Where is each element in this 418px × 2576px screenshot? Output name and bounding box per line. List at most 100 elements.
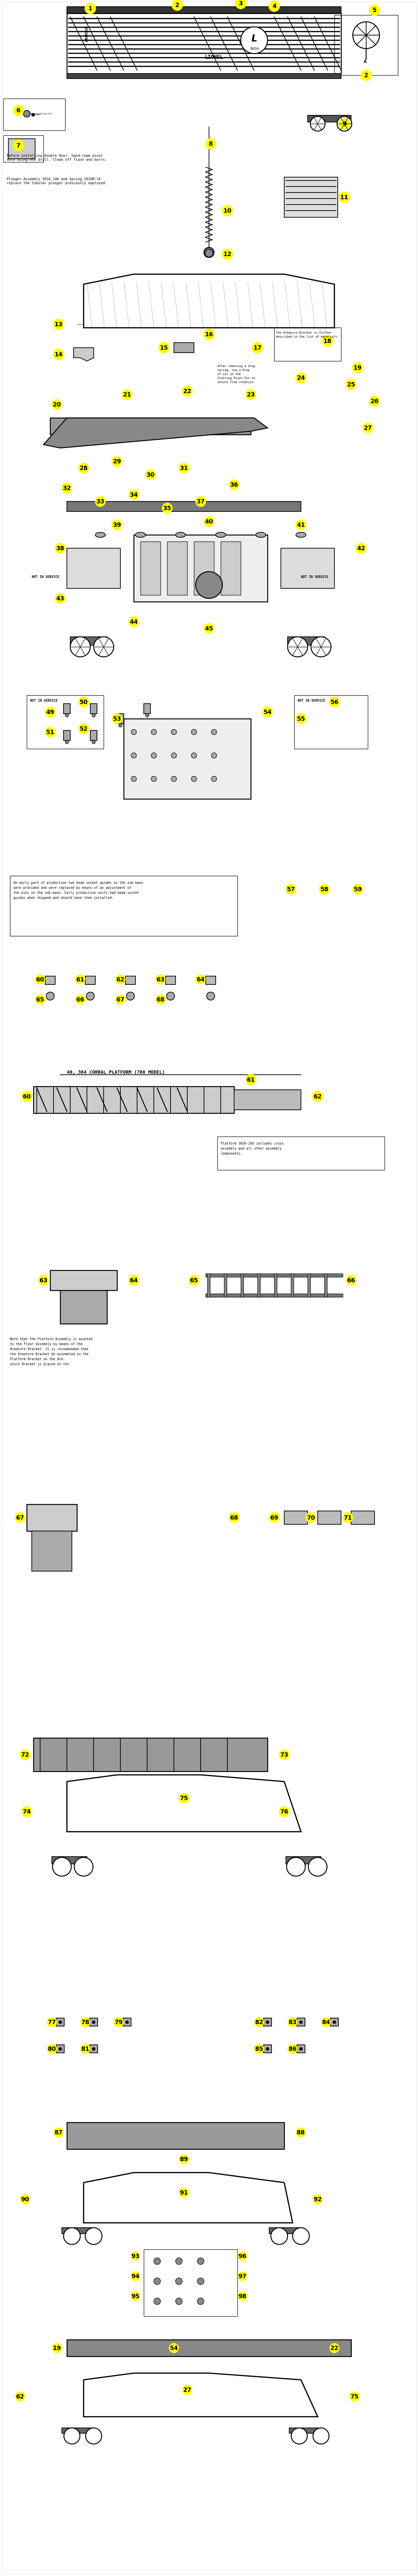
Circle shape	[176, 2277, 182, 2285]
Text: 80: 80	[48, 2045, 56, 2053]
Circle shape	[116, 994, 125, 1005]
Circle shape	[131, 752, 136, 757]
Circle shape	[191, 775, 196, 781]
Circle shape	[114, 2017, 123, 2027]
Text: 57: 57	[287, 886, 295, 891]
Text: 12: 12	[223, 252, 232, 258]
Circle shape	[15, 1512, 25, 1522]
Circle shape	[47, 2017, 56, 2027]
Bar	[241, 1273, 243, 1298]
Circle shape	[321, 2017, 331, 2027]
Text: 72: 72	[21, 1752, 29, 1757]
Circle shape	[343, 1512, 353, 1522]
Circle shape	[197, 2298, 204, 2306]
Circle shape	[15, 2393, 25, 2401]
Text: 86: 86	[288, 2045, 297, 2053]
Circle shape	[310, 116, 325, 131]
Circle shape	[131, 2272, 140, 2280]
Bar	[67, 502, 301, 513]
Text: 52: 52	[79, 726, 88, 732]
Text: 70: 70	[307, 1515, 315, 1520]
Bar	[67, 8, 341, 13]
Circle shape	[269, 1512, 279, 1522]
Circle shape	[229, 1512, 239, 1522]
Ellipse shape	[95, 533, 105, 538]
Circle shape	[222, 206, 233, 216]
Text: 25: 25	[347, 381, 355, 389]
Circle shape	[79, 698, 89, 708]
Circle shape	[179, 2154, 189, 2164]
Text: ature Bracket is placed on the: ature Bracket is placed on the	[10, 1363, 69, 1365]
Circle shape	[296, 374, 306, 384]
Bar	[206, 1273, 343, 1278]
Bar	[62, 2429, 94, 2434]
Circle shape	[47, 2045, 56, 2053]
Text: ●──: ●──	[31, 111, 41, 116]
Circle shape	[308, 1857, 327, 1875]
Text: Slotting Pivot Pin to: Slotting Pivot Pin to	[217, 376, 255, 379]
Bar	[3, 137, 43, 162]
Text: 53: 53	[113, 716, 121, 721]
Circle shape	[339, 118, 350, 129]
Text: 38: 38	[56, 546, 64, 551]
Circle shape	[197, 2257, 204, 2264]
Circle shape	[46, 992, 54, 999]
Text: 84: 84	[322, 2020, 330, 2025]
Circle shape	[85, 3, 96, 13]
Circle shape	[20, 1749, 30, 1759]
Circle shape	[154, 2277, 161, 2285]
Text: 30: 30	[146, 471, 155, 479]
Text: 68: 68	[230, 1515, 238, 1520]
Text: 42: 42	[357, 546, 365, 551]
Circle shape	[346, 379, 356, 389]
Text: 33: 33	[96, 500, 104, 505]
Text: Before installing Double Door, hand-ream pivot: Before installing Double Door, hand-ream…	[7, 155, 103, 157]
Text: 91: 91	[180, 2190, 188, 2195]
Circle shape	[162, 502, 172, 513]
Ellipse shape	[196, 572, 222, 598]
Text: 79: 79	[115, 2020, 123, 2025]
Bar	[351, 1512, 375, 1525]
Text: 62: 62	[116, 976, 125, 981]
Text: 18: 18	[324, 337, 332, 345]
Circle shape	[313, 2429, 329, 2445]
Text: 87: 87	[54, 2130, 63, 2136]
Text: 50: 50	[79, 698, 88, 706]
Bar	[56, 2045, 64, 2053]
Text: L: L	[251, 33, 257, 44]
Circle shape	[52, 2344, 61, 2352]
Circle shape	[129, 618, 139, 626]
Circle shape	[169, 2344, 178, 2352]
Text: 90: 90	[21, 2197, 29, 2202]
Circle shape	[154, 2257, 161, 2264]
Bar	[263, 2017, 272, 2027]
Circle shape	[13, 142, 24, 152]
Circle shape	[296, 2128, 306, 2138]
Circle shape	[306, 1512, 316, 1522]
Circle shape	[333, 2020, 336, 2025]
Text: 41: 41	[297, 523, 305, 528]
Bar	[50, 417, 251, 435]
Ellipse shape	[176, 533, 186, 538]
Circle shape	[55, 592, 65, 603]
Text: 88: 88	[297, 2130, 305, 2136]
Text: 62: 62	[16, 2393, 24, 2401]
Circle shape	[319, 884, 329, 894]
Text: 27: 27	[364, 425, 372, 430]
Circle shape	[53, 1857, 71, 1875]
Text: 20: 20	[53, 402, 61, 407]
Bar	[274, 327, 341, 361]
Circle shape	[279, 1806, 289, 1816]
Ellipse shape	[216, 533, 226, 538]
Text: 34: 34	[130, 492, 138, 497]
Bar	[288, 636, 324, 647]
Circle shape	[293, 2228, 309, 2244]
Text: 21: 21	[123, 392, 131, 397]
Text: 71: 71	[344, 1515, 352, 1520]
Text: 2: 2	[364, 72, 368, 80]
Bar	[123, 2017, 131, 2027]
Bar	[297, 2045, 305, 2053]
Circle shape	[339, 193, 350, 204]
Circle shape	[313, 2195, 322, 2205]
Bar	[284, 1512, 308, 1525]
